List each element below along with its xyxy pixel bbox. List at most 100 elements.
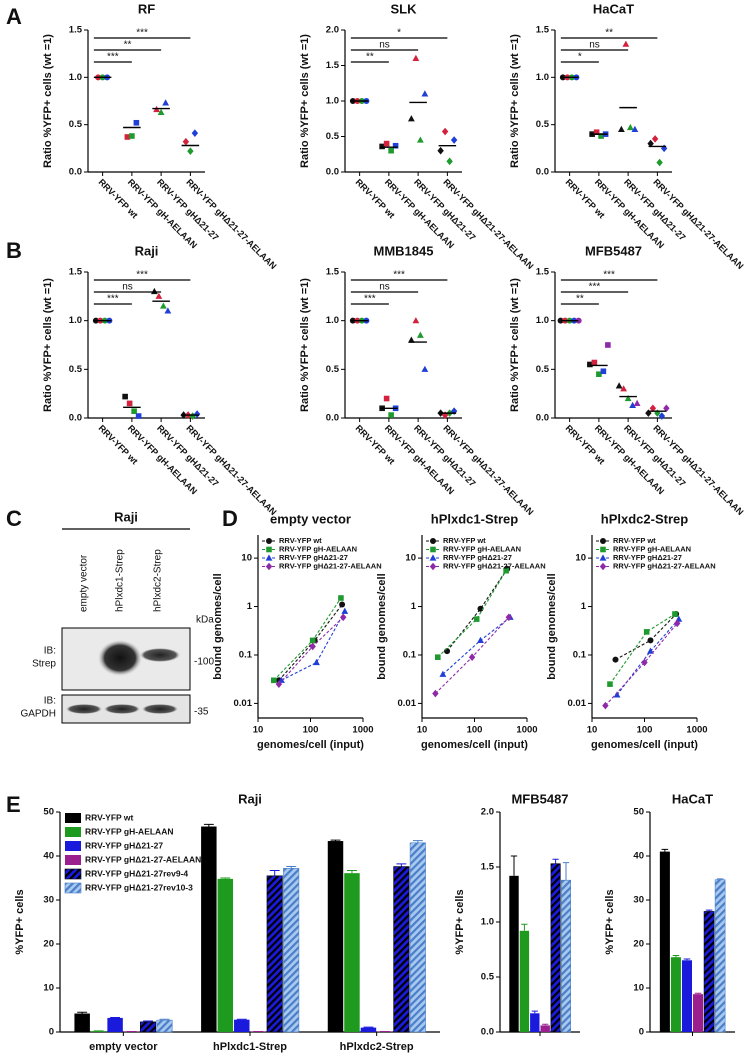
point	[421, 90, 429, 97]
y-tick-label: 0	[49, 1027, 54, 1038]
y-tick-label: 1.0	[536, 315, 549, 326]
panel-label: D	[222, 506, 238, 531]
y-tick-label: 50	[43, 807, 54, 818]
y-tick-label: 0.5	[326, 131, 340, 142]
y-tick-label: 1.0	[481, 917, 494, 928]
point	[407, 336, 415, 343]
error-bar	[220, 877, 231, 879]
panel-label: B	[6, 238, 22, 263]
point	[663, 404, 670, 413]
bar	[234, 1019, 250, 1032]
chart-title: MMB1845	[374, 243, 434, 258]
point	[313, 658, 320, 666]
point	[477, 636, 484, 644]
y-tick-label: 1.0	[69, 315, 82, 326]
point	[591, 359, 598, 366]
point	[651, 135, 659, 143]
error-bar	[77, 1011, 88, 1014]
x-tick-label: 10	[253, 725, 264, 736]
point	[271, 677, 277, 684]
point	[339, 601, 346, 608]
probe-target: Strep	[32, 659, 56, 670]
bar	[550, 863, 561, 1033]
y-tick-label: 1	[581, 601, 587, 612]
error-bar	[396, 863, 407, 867]
significance-label: **	[576, 294, 584, 305]
point	[133, 119, 140, 126]
bar	[714, 879, 726, 1033]
error-bar	[562, 862, 570, 881]
point	[129, 133, 135, 139]
point	[432, 689, 439, 698]
significance-label: ***	[107, 52, 119, 63]
legend-label: RRV-YFP gH-AELAAN	[279, 544, 357, 553]
point	[412, 54, 420, 61]
y-tick-label: 1.5	[536, 267, 550, 278]
y-tick-label: 1.0	[326, 96, 339, 107]
y-tick-label: 0.0	[481, 1027, 494, 1038]
bar	[107, 1017, 123, 1032]
point	[607, 681, 613, 687]
point	[383, 395, 390, 402]
error-bar	[542, 1023, 549, 1026]
y-tick-label: 1.5	[536, 25, 550, 36]
point	[620, 385, 628, 392]
probe-label: IB:	[44, 646, 56, 657]
point	[557, 317, 564, 324]
y-tick-label: 1.5	[69, 267, 83, 278]
point	[505, 613, 512, 622]
fit-line	[278, 616, 344, 685]
x-tick-label: hPlxdc2-Strep	[340, 1041, 414, 1053]
point	[309, 642, 316, 651]
y-tick-label: 0.5	[536, 119, 550, 130]
point	[189, 412, 196, 420]
point	[157, 108, 165, 115]
chart-title: hPlxdc1-Strep	[431, 511, 518, 526]
y-tick-label: 2.0	[326, 25, 339, 36]
size-marker: -100	[194, 657, 214, 668]
blot-band	[104, 704, 140, 714]
point	[155, 292, 163, 299]
legend-marker	[429, 554, 437, 561]
y-tick-label: 1	[247, 601, 253, 612]
y-axis-label: %YFP+ cells	[454, 889, 466, 954]
y-tick-label: 10	[575, 553, 586, 564]
y-tick-label: 0.0	[536, 167, 549, 178]
legend-label: RRV-YFP gHΔ21-27-AELAAN	[443, 561, 546, 570]
y-tick-label: 0.0	[536, 413, 549, 424]
point	[612, 656, 619, 663]
x-tick-label: 1000	[352, 725, 373, 736]
point	[416, 331, 424, 338]
point	[468, 653, 476, 661]
legend-label: RRV-YFP gHΔ21-27	[85, 840, 163, 850]
y-axis-label: %YFP+ cells	[14, 889, 26, 954]
point	[439, 670, 447, 677]
point	[674, 619, 681, 628]
lane-label: hPlxdc1-Strep	[115, 549, 126, 612]
y-tick-label: 0.1	[573, 649, 587, 660]
lane-label: empty vector	[79, 554, 90, 612]
y-tick-label: 0.01	[568, 698, 587, 709]
point	[340, 613, 347, 622]
bar	[140, 1021, 157, 1033]
y-tick-label: 0.01	[234, 698, 253, 709]
y-tick-label: 0.0	[69, 167, 82, 178]
point	[477, 605, 484, 612]
bar	[659, 851, 670, 1032]
y-axis-label: bound genomes/cell	[546, 573, 558, 679]
bar	[327, 841, 344, 1032]
x-tick-label: 1000	[686, 725, 707, 736]
legend-swatch	[65, 841, 81, 851]
error-bar	[269, 870, 280, 876]
lane-label: hPlxdc2-Strep	[153, 549, 164, 612]
legend-label: RRV-YFP gHΔ21-27	[613, 553, 682, 562]
bar	[156, 1019, 173, 1033]
legend-label: RRV-YFP gHΔ21-27-AELAAN	[279, 561, 382, 570]
point	[615, 382, 623, 389]
blot-band	[142, 704, 178, 714]
y-tick-label: 2.0	[481, 807, 494, 818]
point	[575, 317, 582, 324]
y-tick-label: 20	[43, 939, 54, 950]
point	[587, 361, 593, 368]
bar	[360, 1027, 377, 1032]
